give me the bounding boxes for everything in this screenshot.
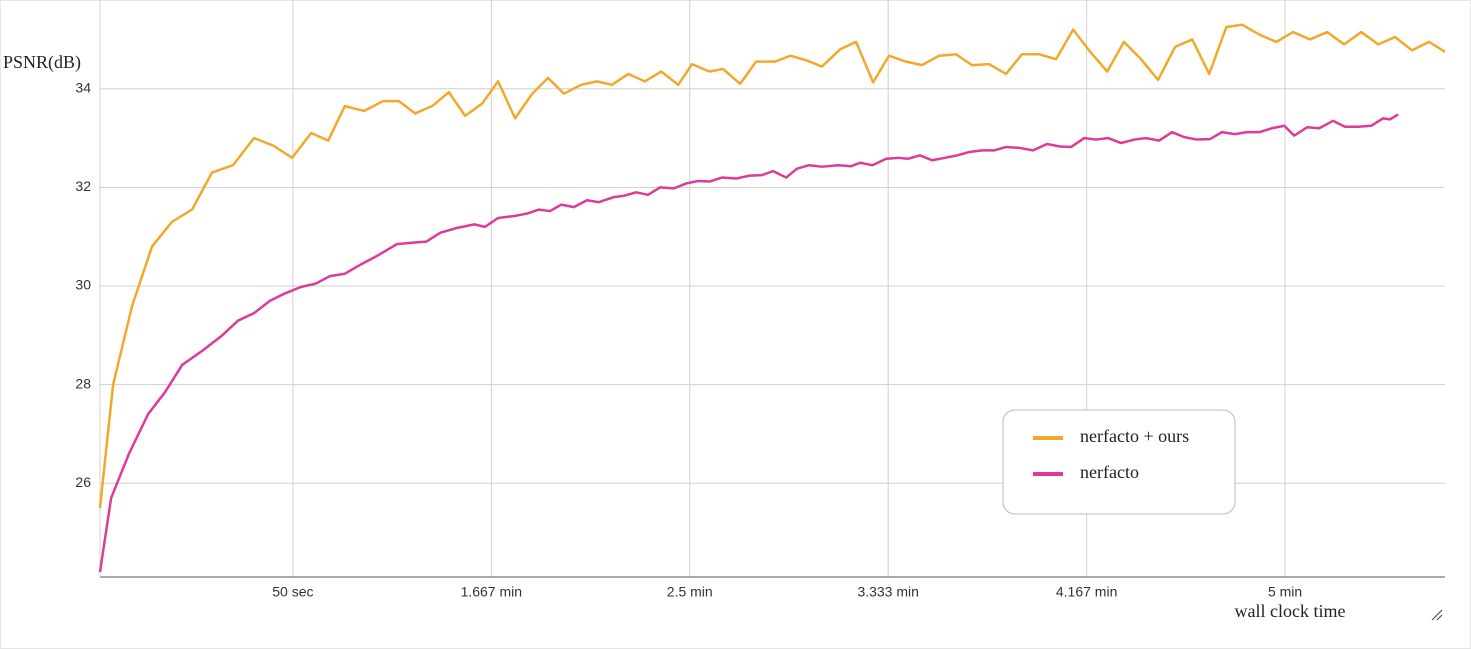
x-tick-label: 5 min	[1268, 584, 1302, 600]
y-axis-label: PSNR(dB)	[3, 52, 81, 73]
x-tick-label: 4.167 min	[1056, 584, 1117, 600]
x-tick-label: 2.5 min	[667, 584, 713, 600]
y-tick-label: 26	[75, 474, 91, 490]
grid	[100, 0, 1445, 577]
legend-label: nerfacto + ours	[1080, 426, 1189, 446]
y-tick-label: 34	[75, 79, 91, 95]
legend: nerfacto + ours nerfacto	[1002, 409, 1236, 515]
x-tick-label: 1.667 min	[461, 584, 522, 600]
legend-label: nerfacto	[1080, 462, 1139, 482]
y-tick-label: 30	[75, 277, 91, 293]
series-line	[98, 113, 1399, 573]
resize-handle[interactable]	[1431, 609, 1443, 621]
x-tick-label: 50 sec	[272, 584, 313, 600]
x-axis-label: wall clock time	[1235, 601, 1346, 621]
series-line	[98, 23, 1446, 509]
y-tick-label: 32	[75, 178, 91, 194]
x-tick-label: 3.333 min	[857, 584, 918, 600]
y-tick-label: 28	[75, 375, 91, 391]
